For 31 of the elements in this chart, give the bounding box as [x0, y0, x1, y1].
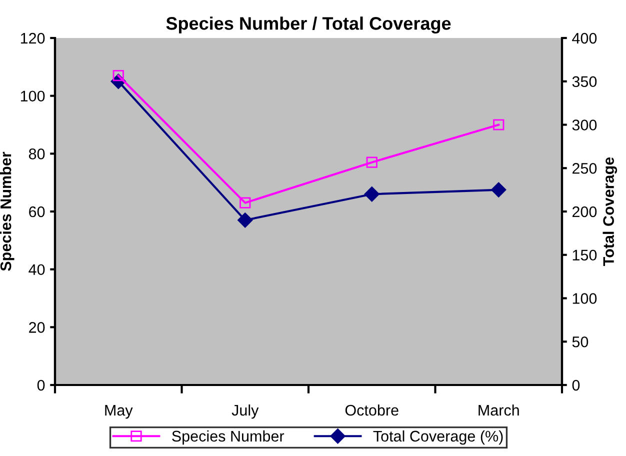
- y2-axis-title: Total Coverage: [602, 157, 618, 266]
- point: [493, 119, 504, 130]
- y2-tick-label: 300: [572, 120, 597, 130]
- y-tick-label: 20: [29, 322, 45, 333]
- y2-tick-label: 100: [572, 293, 597, 304]
- y2-tick-label: 250: [572, 162, 597, 174]
- x-tick-label: July: [232, 404, 259, 419]
- point: [366, 156, 378, 168]
- y-tick-label: 120: [20, 32, 45, 44]
- y-axis-title: Species Number: [0, 152, 14, 271]
- y2-tick-label: 200: [572, 206, 597, 218]
- x-tick-label: May: [105, 405, 133, 419]
- y2-tick-label: 350: [572, 76, 597, 88]
- y-tick-label: 0: [37, 380, 45, 391]
- point: [364, 186, 380, 202]
- chart-title: Species Number / Total Coverage: [166, 16, 451, 34]
- x-tick-label: March: [478, 404, 519, 416]
- point: [238, 212, 253, 228]
- y-tick-label: 100: [20, 90, 45, 102]
- y2-tick-label: 0: [572, 380, 580, 391]
- y2-tick-label: 150: [572, 250, 597, 261]
- y-tick-label: 80: [28, 148, 45, 160]
- y2-tick-label: 400: [572, 32, 597, 44]
- point: [240, 197, 251, 208]
- x-tick-label: Octobre: [345, 404, 398, 416]
- y-tick-label: 40: [28, 264, 45, 276]
- legend-label: Total Coverage (%): [373, 430, 503, 445]
- y2-tick-label: 50: [572, 336, 588, 348]
- y-tick-label: 60: [29, 206, 45, 218]
- point: [491, 182, 506, 198]
- legend-label: Species Number: [172, 430, 284, 445]
